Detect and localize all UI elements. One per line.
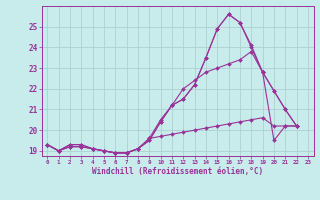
X-axis label: Windchill (Refroidissement éolien,°C): Windchill (Refroidissement éolien,°C) bbox=[92, 167, 263, 176]
